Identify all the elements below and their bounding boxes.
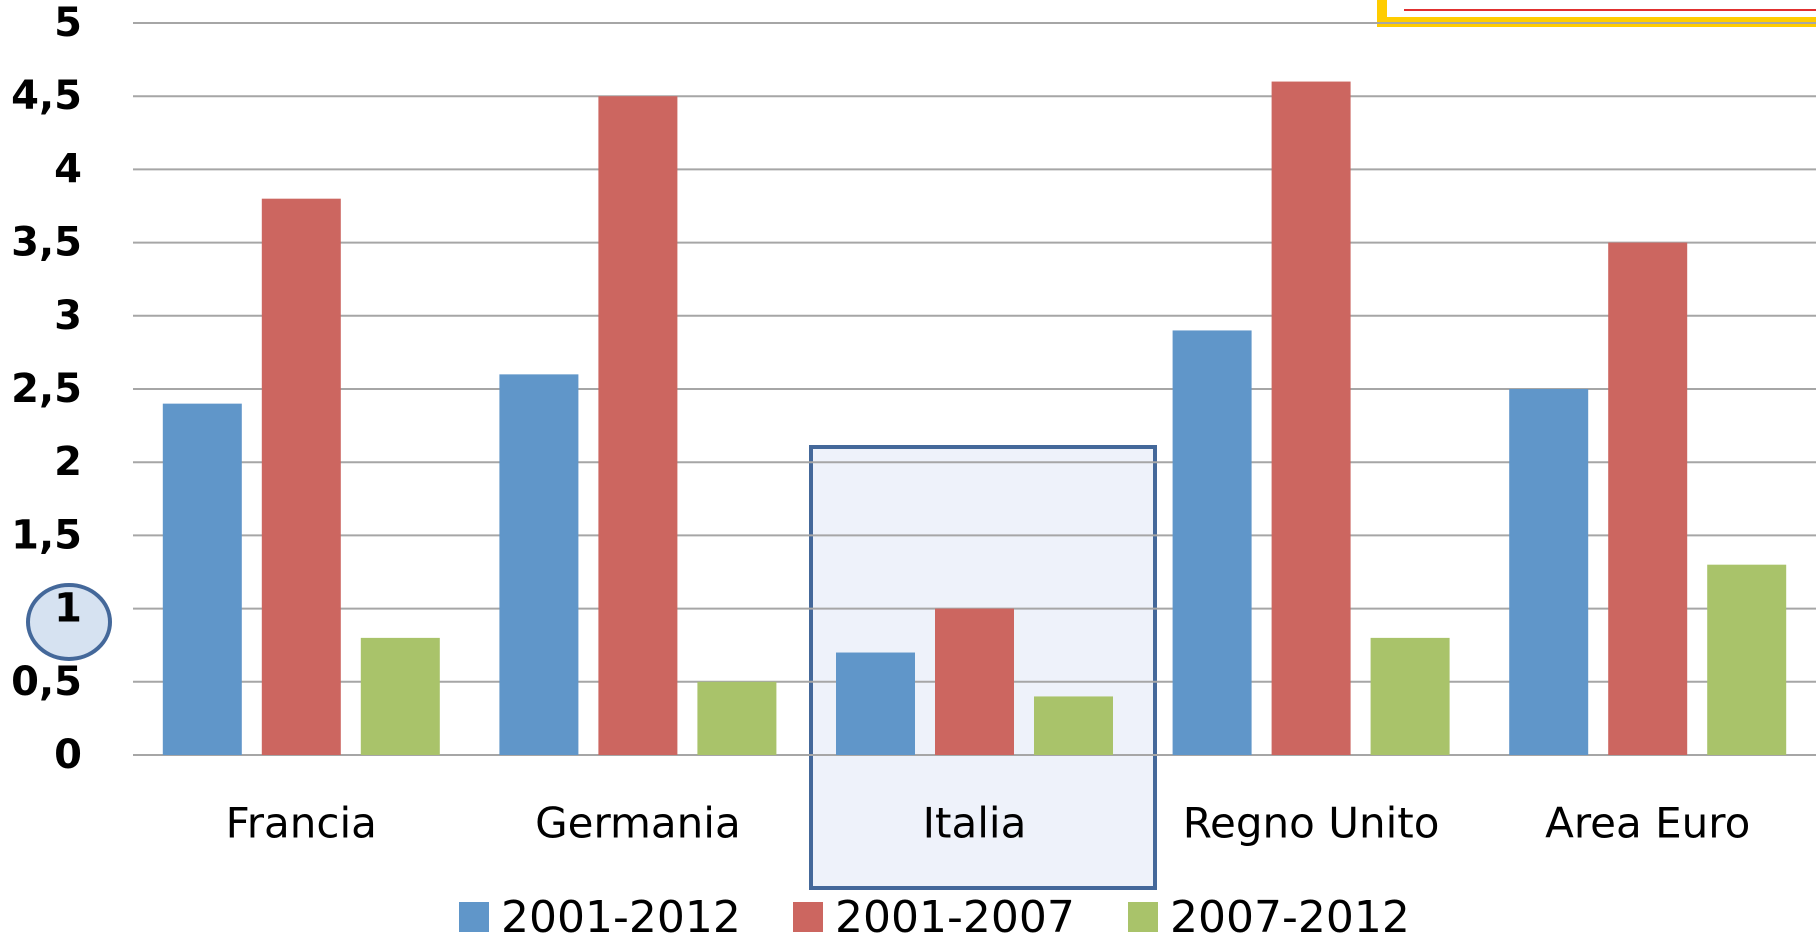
y-tick-label: 0 bbox=[54, 732, 82, 778]
bar bbox=[697, 681, 777, 755]
y-tick-label: 0,5 bbox=[11, 659, 82, 705]
legend-swatch bbox=[459, 902, 489, 932]
bar bbox=[499, 374, 579, 755]
y-tick-label: 1,5 bbox=[11, 512, 82, 558]
bar bbox=[1509, 389, 1589, 755]
legend-label: 2001-2012 bbox=[501, 892, 741, 939]
bar bbox=[162, 403, 242, 755]
x-tick-label: Francia bbox=[226, 799, 377, 848]
x-tick-label: Germania bbox=[535, 799, 741, 848]
bar bbox=[598, 96, 678, 755]
bar bbox=[836, 652, 915, 755]
bar bbox=[1608, 242, 1688, 756]
bar bbox=[1034, 696, 1113, 755]
y-tick-label: 4,5 bbox=[11, 73, 82, 119]
bar bbox=[1172, 330, 1252, 755]
x-tick-label: Italia bbox=[923, 799, 1027, 848]
legend-label: 2001-2007 bbox=[835, 892, 1075, 939]
y-tick-label: 5 bbox=[54, 0, 82, 46]
bar bbox=[261, 198, 341, 755]
y-tick-label: 3 bbox=[54, 293, 82, 339]
y-tick-label: 3,5 bbox=[11, 220, 82, 266]
bar bbox=[1707, 564, 1787, 755]
bar bbox=[1271, 81, 1351, 755]
legend-swatch bbox=[793, 902, 823, 932]
bar bbox=[935, 608, 1014, 755]
y-tick-label: 2,5 bbox=[11, 366, 82, 412]
bar bbox=[1370, 637, 1450, 755]
x-tick-label: Area Euro bbox=[1545, 799, 1750, 848]
legend-label: 2007-2012 bbox=[1170, 892, 1410, 939]
y-tick-label: 1 bbox=[54, 586, 82, 632]
bar bbox=[360, 637, 440, 755]
bars bbox=[162, 81, 1787, 756]
tick-highlight bbox=[26, 583, 112, 661]
y-tick-label: 4 bbox=[54, 146, 82, 192]
x-tick-label: Regno Unito bbox=[1183, 799, 1440, 848]
y-tick-label: 2 bbox=[54, 439, 82, 485]
legend-swatch bbox=[1128, 902, 1158, 932]
